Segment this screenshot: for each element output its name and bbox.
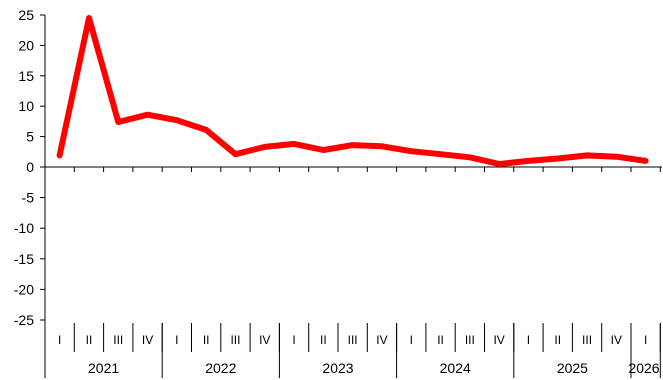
quarter-label: IV: [376, 333, 387, 347]
quarter-label: II: [320, 333, 327, 347]
y-tick-label: -20: [14, 281, 34, 297]
quarter-label: IV: [142, 333, 153, 347]
quarter-label: III: [230, 333, 240, 347]
quarter-label: I: [175, 333, 178, 347]
quarter-label: II: [554, 333, 561, 347]
quarter-label: I: [58, 333, 61, 347]
series-layer: [56, 15, 649, 167]
y-tick-label: 25: [18, 7, 34, 23]
year-label: 2024: [440, 360, 471, 376]
quarter-label: III: [348, 333, 358, 347]
quarter-label: III: [465, 333, 475, 347]
y-tick-label: 10: [18, 98, 34, 114]
quarter-label: II: [437, 333, 444, 347]
quarter-label: III: [582, 333, 592, 347]
y-tick-label: -25: [14, 312, 34, 328]
year-label: 2021: [88, 360, 119, 376]
quarter-label: I: [292, 333, 295, 347]
quarter-label: I: [410, 333, 413, 347]
y-axis: 25 20 15 10 5 0 -5 -10 -15 -20 -25: [14, 7, 46, 378]
quarter-label: IV: [259, 333, 270, 347]
y-tick-label: -5: [22, 190, 35, 206]
y-tick-label: -15: [14, 251, 34, 267]
y-tick-label: 5: [26, 129, 34, 145]
quarter-label: I: [644, 333, 647, 347]
year-label: 2026: [628, 360, 659, 376]
year-label: 2025: [557, 360, 588, 376]
quarter-label: III: [113, 333, 123, 347]
quarter-label: IV: [611, 333, 622, 347]
quarter-label: II: [86, 333, 93, 347]
y-tick-label: -10: [14, 220, 34, 236]
x-axis: I II III IV I II III IV I II III IV I II III IV I II III IV…: [44, 166, 662, 378]
quarter-label: I: [527, 333, 530, 347]
y-tick-label: 15: [18, 68, 34, 84]
y-tick-label: 20: [18, 37, 34, 53]
quarter-label: II: [203, 333, 210, 347]
series-line: [56, 15, 649, 167]
y-tick-label: 0: [26, 159, 34, 175]
year-label: 2022: [205, 360, 236, 376]
quarter-label: IV: [493, 333, 504, 347]
year-label: 2023: [322, 360, 353, 376]
